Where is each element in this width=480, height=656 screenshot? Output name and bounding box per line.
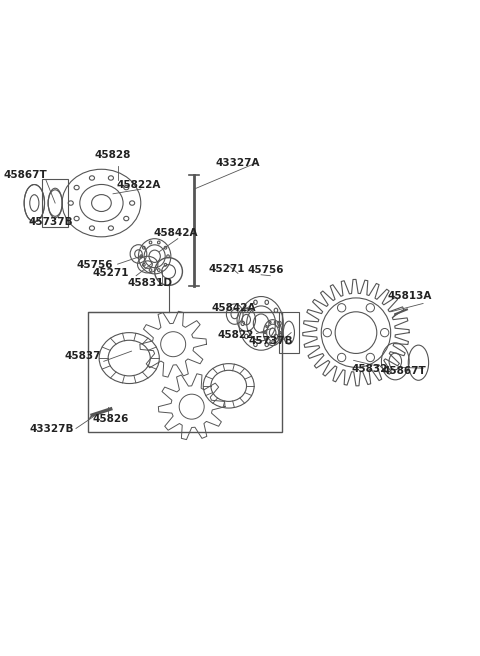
Text: 45867T: 45867T [383, 365, 426, 376]
Text: 45737B: 45737B [248, 336, 293, 346]
Text: 45756: 45756 [248, 264, 284, 275]
Text: 45271: 45271 [208, 264, 245, 274]
Text: 45271: 45271 [93, 268, 129, 278]
Text: 45813A: 45813A [388, 291, 432, 300]
Text: 45822A: 45822A [116, 180, 161, 190]
Text: 45832: 45832 [352, 363, 388, 374]
Text: 45756: 45756 [76, 260, 113, 270]
Text: 45826: 45826 [93, 414, 129, 424]
Text: 43327A: 43327A [216, 158, 260, 168]
Text: 45842A: 45842A [211, 303, 255, 313]
Text: 45737B: 45737B [28, 218, 73, 228]
Text: 45828: 45828 [95, 150, 131, 160]
Text: 45842A: 45842A [153, 228, 198, 238]
Text: 45837: 45837 [65, 351, 101, 361]
Text: 43327B: 43327B [30, 424, 74, 434]
Text: 45822: 45822 [217, 331, 254, 340]
Text: 45831D: 45831D [128, 277, 172, 287]
Text: 45867T: 45867T [3, 171, 47, 180]
